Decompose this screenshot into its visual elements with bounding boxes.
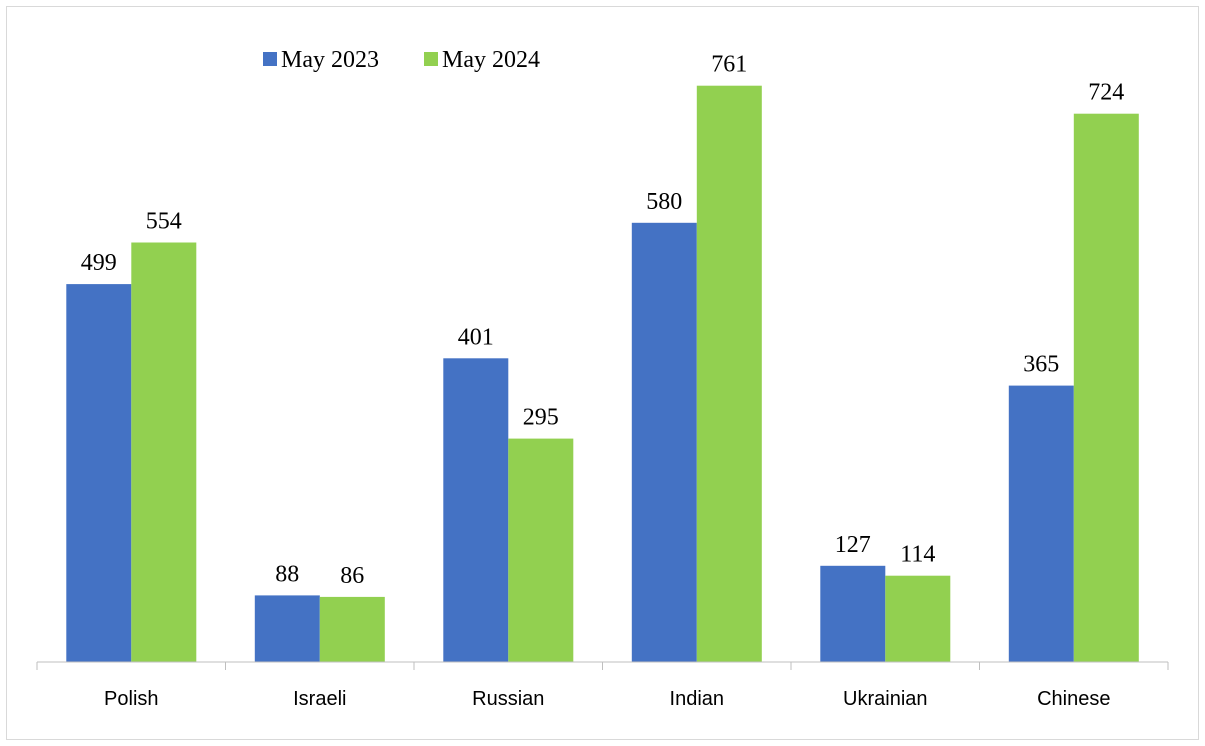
value-label-indian-may-2024: 761 xyxy=(711,52,747,78)
bar-indian-may-2024 xyxy=(696,85,762,662)
bar-chinese-may-2023 xyxy=(1008,385,1074,662)
x-tick-label-russian: Russian xyxy=(472,688,544,710)
value-label-indian-may-2023: 580 xyxy=(646,189,682,215)
value-label-russian-may-2024: 295 xyxy=(523,405,559,431)
value-label-ukrainian-may-2023: 127 xyxy=(835,532,871,558)
value-labels-group: 499 554 88 86 401 295 580 761 127 114 365 724 xyxy=(81,52,1125,589)
x-tick-labels-group: Polish Israeli Russian Indian Ukrainian Chine… xyxy=(104,688,1110,710)
x-tick-label-polish: Polish xyxy=(104,688,158,710)
bar-israeli-may-2024 xyxy=(319,596,385,662)
x-tick-label-israeli: Israeli xyxy=(293,688,346,710)
legend-label-may-2024: May 2024 xyxy=(442,47,540,73)
value-label-israeli-may-2024: 86 xyxy=(340,563,364,589)
bar-russian-may-2024 xyxy=(508,438,574,662)
x-ticks-group xyxy=(36,662,1169,670)
bar-russian-may-2023 xyxy=(443,358,509,662)
bars-group xyxy=(66,85,1139,663)
x-tick-label-chinese: Chinese xyxy=(1037,688,1110,710)
value-label-israeli-may-2023: 88 xyxy=(275,561,299,587)
chart-frame xyxy=(6,6,1199,740)
value-label-chinese-may-2024: 724 xyxy=(1088,80,1124,106)
legend-swatch-may-2023 xyxy=(263,52,277,66)
x-tick-label-indian: Indian xyxy=(670,688,725,710)
bar-israeli-may-2023 xyxy=(254,595,320,662)
legend: May 2023 May 2024 xyxy=(263,47,540,73)
legend-swatch-may-2024 xyxy=(424,52,438,66)
legend-label-may-2023: May 2023 xyxy=(281,47,379,73)
bar-chinese-may-2024 xyxy=(1073,113,1139,662)
bar-indian-may-2023 xyxy=(631,222,697,663)
bar-polish-may-2023 xyxy=(66,284,132,662)
x-tick-label-ukrainian: Ukrainian xyxy=(843,688,927,710)
value-label-polish-may-2024: 554 xyxy=(146,209,182,235)
bar-polish-may-2024 xyxy=(131,242,197,662)
bar-ukrainian-may-2023 xyxy=(820,565,886,662)
value-label-russian-may-2023: 401 xyxy=(458,324,494,350)
value-label-chinese-may-2023: 365 xyxy=(1023,352,1059,378)
bar-ukrainian-may-2024 xyxy=(885,575,951,662)
value-label-polish-may-2023: 499 xyxy=(81,250,117,276)
value-label-ukrainian-may-2024: 114 xyxy=(900,542,935,568)
